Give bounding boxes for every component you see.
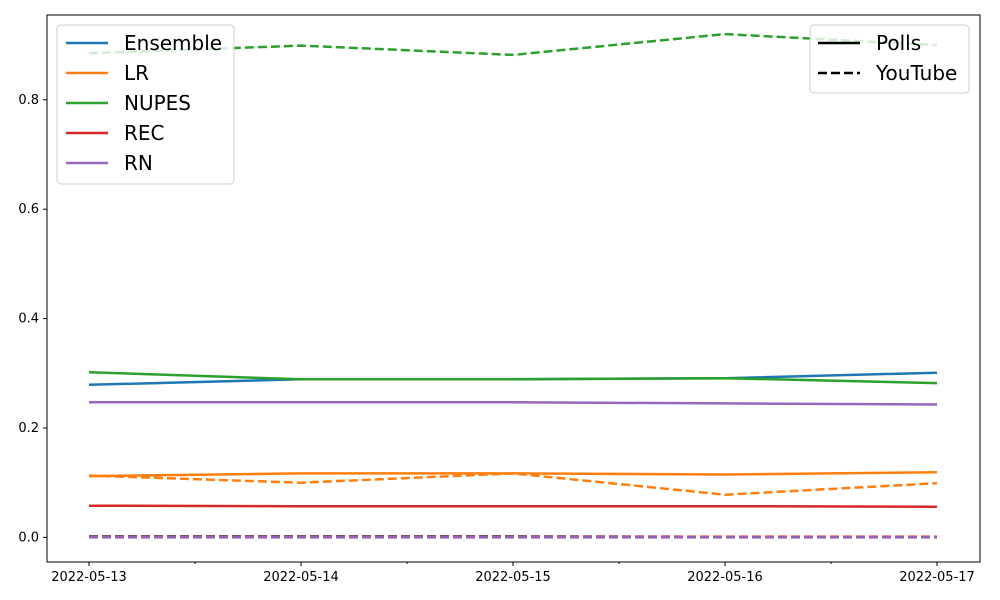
series-layer (88, 32, 938, 539)
legend-label-rec: REC (124, 121, 165, 145)
legend-label-polls: Polls (876, 31, 921, 55)
series-line-rn-polls (89, 401, 938, 406)
y-tick-label: 0.6 (18, 202, 39, 217)
axis-layer: 0.0 0.2 0.4 0.6 0.8 2022-05-13 2022-05-14 2022-… (18, 93, 974, 585)
series-line-nupes-youtube (88, 32, 938, 57)
legend-label-nupes: NUPES (124, 91, 191, 115)
y-tick-label: 0.0 (18, 530, 39, 545)
x-tick-label: 2022-05-17 (899, 570, 975, 585)
legend-layer: Ensemble LR NUPES REC RN Polls YouTube (56, 24, 970, 185)
y-tick-label: 0.8 (18, 93, 39, 108)
x-tick-label: 2022-05-13 (51, 570, 127, 585)
legend-label-youtube: YouTube (875, 61, 957, 85)
y-tick-label: 0.2 (18, 421, 39, 436)
series-line-lr-youtube (88, 472, 938, 496)
legend-parties-box (56, 24, 235, 185)
legend-label-ensemble: Ensemble (124, 31, 222, 55)
series-line-nupes-polls (88, 370, 938, 385)
x-tick-label: 2022-05-14 (263, 570, 339, 585)
series-line-rec-polls (88, 504, 938, 509)
x-tick-label: 2022-05-15 (475, 570, 551, 585)
legend-label-rn: RN (124, 151, 153, 175)
y-tick-label: 0.4 (18, 312, 39, 327)
x-tick-label: 2022-05-16 (687, 570, 763, 585)
legend-label-lr: LR (124, 61, 149, 85)
